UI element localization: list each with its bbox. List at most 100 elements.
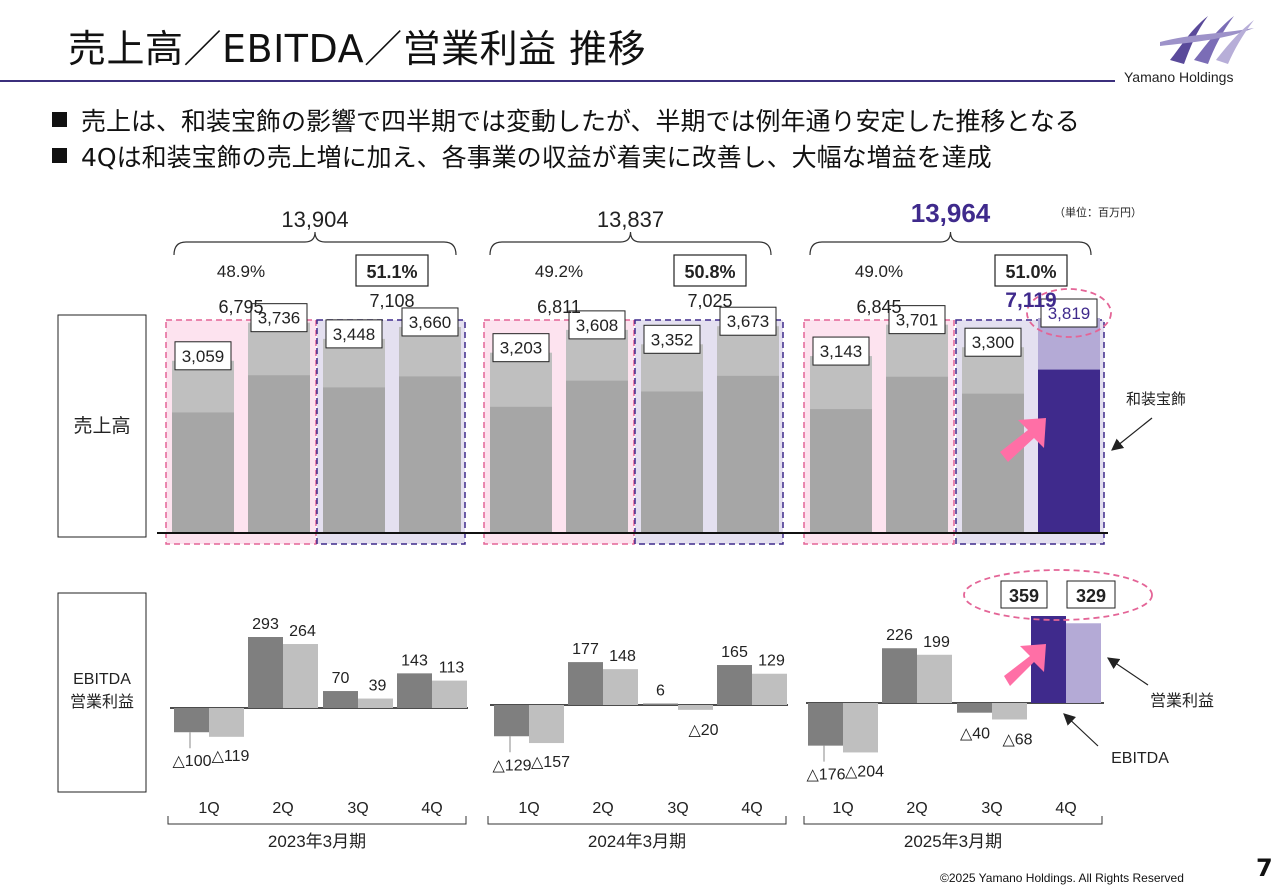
period-label: 2025年3月期 bbox=[904, 832, 1002, 851]
ebitda-value-label: 177 bbox=[572, 641, 599, 658]
sales-bar-inner bbox=[566, 380, 628, 533]
sales-value-label-box bbox=[325, 319, 383, 349]
ebitda-bar bbox=[494, 705, 529, 737]
ebitda-bar bbox=[397, 673, 432, 708]
op-value-label: 264 bbox=[289, 623, 316, 640]
sales-value-label: 3,673 bbox=[727, 312, 770, 331]
profit-row-label-op: 営業利益 bbox=[70, 693, 134, 711]
ebitda-bar bbox=[248, 637, 283, 708]
op-value-label: 199 bbox=[923, 634, 950, 651]
period-bracket bbox=[487, 816, 787, 825]
bullet-2-text: 4Qは和装宝飾の売上増に加え、各事業の収益が着実に改善し、大幅な増益を達成 bbox=[81, 143, 992, 172]
bullet-1-text: 売上は、和装宝飾の影響で四半期では変動したが、半期では例年通り安定した推移となる bbox=[81, 107, 1080, 136]
op-value-label: 129 bbox=[758, 653, 785, 670]
quarter-label: 1Q bbox=[198, 800, 219, 817]
op-profit-bar bbox=[843, 703, 878, 753]
highlight-ellipse bbox=[963, 569, 1153, 621]
annotation-label: 和装宝飾 bbox=[1126, 391, 1186, 408]
sales-bar-inner bbox=[962, 393, 1024, 533]
op-profit-bar bbox=[432, 680, 467, 708]
op-value-label: 113 bbox=[439, 660, 465, 677]
highlight-ellipse bbox=[1026, 288, 1112, 338]
sales-value-label-box bbox=[250, 303, 308, 333]
period-label: 2024年3月期 bbox=[588, 832, 686, 851]
ebitda-bar bbox=[174, 708, 209, 733]
sales-value-label-box bbox=[401, 307, 459, 337]
sales-value-label-box bbox=[719, 306, 777, 336]
op-value-label: △20 bbox=[688, 722, 718, 739]
annual-brace bbox=[173, 231, 457, 256]
bullet-square bbox=[52, 112, 67, 127]
period-label: 2023年3月期 bbox=[268, 832, 366, 851]
ebitda-value-label: 226 bbox=[886, 627, 913, 644]
ebitda-value-label: 165 bbox=[721, 644, 748, 661]
annotation-arrow bbox=[1111, 417, 1153, 451]
first-half-total: 6,795 bbox=[218, 297, 263, 317]
quarter-label: 1Q bbox=[518, 800, 539, 817]
company-logo bbox=[1160, 16, 1254, 64]
op-profit-bar bbox=[917, 654, 952, 703]
sales-value-label-box bbox=[1040, 298, 1098, 328]
sales-value-label-box bbox=[888, 305, 946, 335]
sales-value-label: 3,352 bbox=[651, 330, 694, 349]
annual-total: 13,964 bbox=[911, 198, 991, 228]
sales-row-label: 売上高 bbox=[73, 415, 130, 437]
quarter-label: 4Q bbox=[421, 800, 442, 817]
op-value-label: 148 bbox=[609, 648, 636, 665]
op-profit-bar bbox=[603, 669, 638, 705]
quarter-label: 4Q bbox=[1055, 800, 1076, 817]
ebitda-value-label: 359 bbox=[1009, 586, 1039, 606]
first-half-total: 6,811 bbox=[537, 297, 581, 317]
page-title: 売上高／EBITDA／営業利益 推移 bbox=[68, 27, 647, 71]
op-profit-bar bbox=[209, 708, 244, 737]
quarter-label: 1Q bbox=[832, 800, 853, 817]
sales-value-label-box bbox=[568, 310, 626, 340]
page-number: 7 bbox=[1256, 854, 1273, 882]
sales-value-label-box bbox=[174, 341, 232, 371]
first-half-share: 49.2% bbox=[535, 262, 583, 281]
op-profit-bar bbox=[283, 644, 318, 708]
second-half-share: 51.0% bbox=[1005, 262, 1056, 282]
second-half-share: 51.1% bbox=[366, 262, 417, 282]
ebitda-value-label: △176 bbox=[807, 767, 846, 784]
ebitda-value-label: △129 bbox=[493, 757, 532, 774]
title-divider bbox=[0, 80, 1115, 82]
first-half-share: 48.9% bbox=[217, 262, 265, 281]
op-profit-bar bbox=[1066, 623, 1101, 703]
sales-bar-inner bbox=[248, 375, 310, 533]
sales-bar-inner bbox=[641, 391, 703, 533]
profit-row-label-ebitda: EBITDA bbox=[73, 671, 131, 688]
sales-value-label: 3,203 bbox=[500, 339, 543, 358]
ebitda-bar bbox=[568, 662, 603, 705]
bullet-square bbox=[52, 148, 67, 163]
quarter-label: 3Q bbox=[981, 800, 1002, 817]
quarter-label: 3Q bbox=[667, 800, 688, 817]
ebitda-bar bbox=[323, 691, 358, 708]
profit-row-label-box bbox=[57, 592, 147, 793]
quarter-label: 4Q bbox=[741, 800, 762, 817]
ebitda-annotation-label: EBITDA bbox=[1111, 750, 1169, 767]
ebitda-bar bbox=[717, 665, 752, 705]
ebitda-highlight-box bbox=[1000, 580, 1048, 609]
copyright: ©2025 Yamano Holdings. All Rights Reserv… bbox=[940, 871, 1184, 885]
quarter-label: 2Q bbox=[272, 800, 293, 817]
second-half-share-box bbox=[673, 254, 747, 287]
pink-arrow bbox=[1004, 644, 1046, 686]
ebitda-value-label: △40 bbox=[960, 726, 990, 743]
sales-row-label-box bbox=[57, 314, 147, 538]
period-bracket bbox=[167, 816, 467, 825]
brand-name: Yamano Holdings bbox=[1124, 69, 1234, 85]
ebitda-value-label: 70 bbox=[332, 670, 350, 687]
op-value-label: 39 bbox=[369, 678, 387, 695]
sales-bar-inner bbox=[323, 387, 385, 533]
op-value-label: △157 bbox=[531, 754, 570, 771]
bullet-1: 売上は、和装宝飾の影響で四半期では変動したが、半期では例年通り安定した推移となる bbox=[52, 102, 1080, 138]
op-value-label: △68 bbox=[1002, 731, 1032, 748]
sales-bar-inner bbox=[810, 409, 872, 533]
ebitda-value-label: 143 bbox=[401, 652, 428, 669]
quarter-label: 2Q bbox=[906, 800, 927, 817]
sales-value-label: 3,608 bbox=[576, 316, 619, 335]
ebitda-bar bbox=[808, 703, 843, 746]
first-half-total: 6,845 bbox=[856, 297, 901, 317]
op-value-label: △119 bbox=[212, 748, 250, 765]
